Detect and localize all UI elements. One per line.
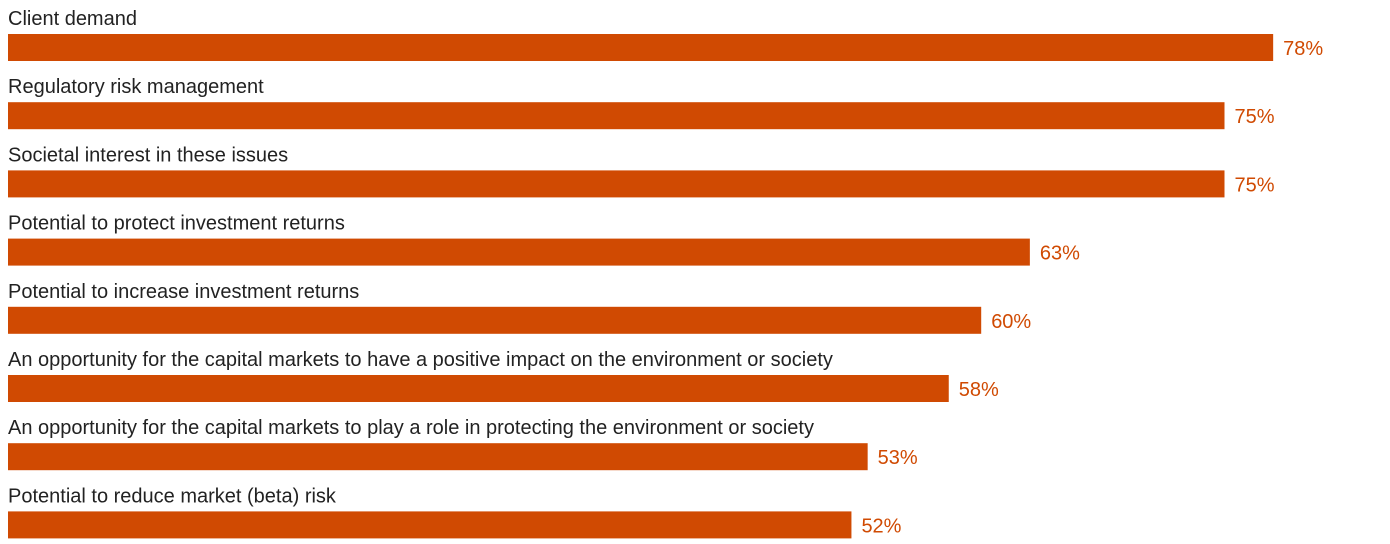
bar: [8, 102, 1225, 130]
value-label: 53%: [878, 447, 918, 469]
value-label: 75%: [1235, 174, 1275, 196]
category-label: Potential to protect investment returns: [8, 213, 345, 235]
bar: [8, 443, 868, 471]
value-label: 75%: [1235, 106, 1275, 128]
category-label: An opportunity for the capital markets t…: [8, 349, 833, 371]
bar: [8, 306, 982, 334]
value-label: 60%: [991, 311, 1031, 333]
value-label: 58%: [959, 379, 999, 401]
category-label: Regulatory risk management: [8, 76, 264, 98]
category-label: Societal interest in these issues: [8, 144, 288, 166]
value-label: 63%: [1040, 243, 1080, 265]
bar: [8, 511, 852, 539]
category-label: An opportunity for the capital markets t…: [8, 417, 814, 439]
value-label: 52%: [861, 515, 901, 537]
value-label: 78%: [1283, 38, 1323, 60]
bar: [8, 34, 1274, 61]
bar: [8, 375, 949, 402]
category-label: Client demand: [8, 8, 137, 30]
category-label: Potential to increase investment returns: [8, 281, 359, 303]
bar: [8, 238, 1030, 266]
category-label: Potential to reduce market (beta) risk: [8, 485, 337, 507]
bar: [8, 170, 1225, 198]
